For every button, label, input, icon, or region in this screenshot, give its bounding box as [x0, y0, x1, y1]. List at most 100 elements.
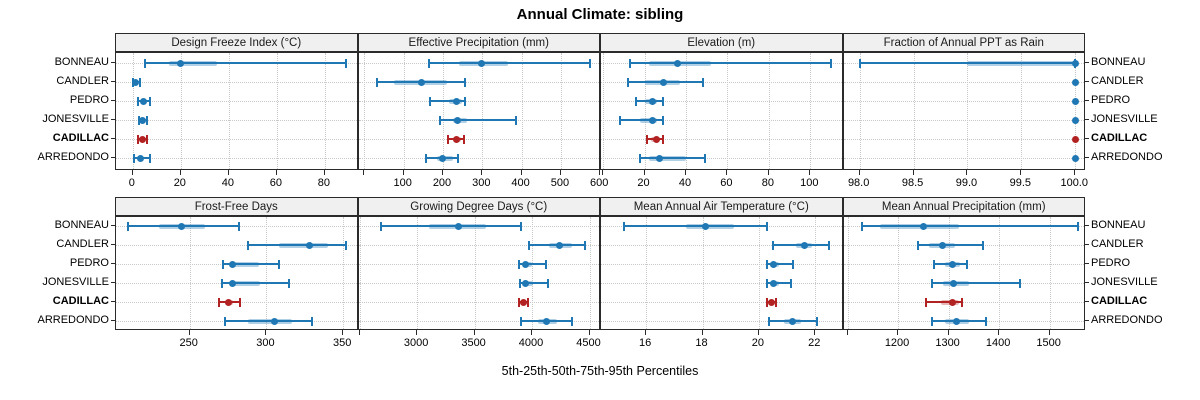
row-tick — [111, 263, 115, 264]
gridline-horizontal — [116, 82, 357, 83]
whisker-cap-95th — [588, 58, 591, 68]
percentile-whisker-5-95 — [519, 263, 546, 265]
axis-tick-label: 80 — [761, 177, 774, 189]
percentile-whisker-5-95 — [932, 282, 1021, 284]
site-label-cadillac: CADILLAC — [52, 295, 109, 307]
gridline-horizontal — [358, 321, 600, 322]
axis-tick — [275, 170, 277, 175]
strip-title: Fraction of Annual PPT as Rain — [883, 36, 1044, 49]
median-dot-jonesville — [950, 279, 958, 287]
axis-tick-label: 1200 — [884, 337, 910, 349]
whisker-cap-5th — [438, 115, 441, 125]
gridline-vertical — [815, 217, 817, 329]
gridline-vertical — [443, 53, 444, 169]
panel-effective-precipitation-mm — [357, 52, 600, 170]
strip-title: Elevation (m) — [687, 36, 756, 49]
whisker-cap-95th — [985, 316, 988, 326]
axis-tick — [442, 170, 443, 175]
median-dot-bonneau — [177, 59, 185, 67]
whisker-cap-5th — [772, 240, 774, 250]
row-tick — [111, 282, 115, 283]
whisker-cap-5th — [518, 278, 521, 288]
whisker-cap-5th — [143, 58, 146, 68]
strip-fraction-of-annual-ppt-as-rain: Fraction of Annual PPT as Rain — [842, 33, 1085, 52]
percentile-whisker-5-95 — [430, 100, 465, 102]
gridline-horizontal — [116, 101, 357, 102]
median-dot-jonesville — [769, 279, 777, 287]
median-dot-arredondo — [270, 317, 278, 325]
whisker-cap-5th — [223, 316, 226, 326]
gridline-horizontal — [116, 245, 357, 246]
gridline-vertical — [132, 53, 134, 169]
median-dot-cadillac — [519, 298, 527, 306]
gridline-vertical — [324, 53, 326, 169]
row-tick — [1085, 119, 1089, 120]
gridline-vertical — [482, 53, 484, 169]
row-tick — [111, 81, 115, 82]
gridline-horizontal — [601, 245, 842, 246]
site-label-cadillac: CADILLAC — [1091, 295, 1148, 307]
gridline-vertical — [343, 217, 345, 329]
whisker-cap-95th — [766, 221, 769, 231]
whisker-cap-95th — [815, 316, 818, 326]
whisker-cap-5th — [917, 240, 920, 250]
axis-tick-label: 250 — [179, 337, 198, 349]
whisker-cap-5th — [136, 96, 139, 106]
axis-tick — [1020, 170, 1022, 175]
site-label-pedro: PEDRO — [1091, 94, 1131, 106]
strip-title: Design Freeze Index (°C) — [171, 36, 302, 49]
gridline-horizontal — [116, 158, 357, 159]
median-dot-candler — [659, 78, 667, 86]
gridline-vertical — [646, 217, 648, 329]
site-label-cadillac: CADILLAC — [1091, 132, 1148, 144]
whisker-cap-95th — [1019, 278, 1022, 288]
gridline-vertical — [189, 217, 191, 329]
gridline-vertical — [810, 53, 812, 169]
whisker-cap-95th — [981, 240, 984, 250]
whisker-cap-95th — [662, 134, 665, 144]
percentile-whisker-5-95 — [640, 157, 705, 159]
gridline-vertical — [364, 53, 366, 169]
gridline-horizontal — [358, 283, 600, 284]
percentile-whisker-5-95 — [918, 244, 983, 246]
row-tick — [1085, 81, 1089, 82]
whisker-cap-95th — [1076, 221, 1079, 231]
axis-tick — [947, 330, 949, 335]
axis-tick — [481, 170, 483, 175]
strip-title: Mean Annual Precipitation (mm) — [881, 200, 1046, 213]
median-dot-cadillac — [1071, 135, 1079, 143]
percentile-whisker-5-95 — [623, 225, 768, 227]
site-label-pedro: PEDRO — [1091, 257, 1131, 269]
percentile-whisker-5-95 — [767, 282, 792, 284]
whisker-cap-95th — [464, 77, 467, 87]
axis-tick — [912, 170, 914, 175]
percentile-whisker-5-95 — [519, 282, 549, 284]
whisker-cap-5th — [629, 58, 632, 68]
gridline-horizontal — [116, 120, 357, 121]
axis-tick — [1074, 170, 1076, 175]
median-dot-pedro — [1071, 97, 1079, 105]
whisker-cap-5th — [622, 221, 625, 231]
percentile-whisker-5-95 — [381, 225, 521, 227]
whisker-cap-95th — [662, 115, 665, 125]
strip-effective-precipitation-mm: Effective Precipitation (mm) — [357, 33, 600, 52]
whisker-cap-5th — [858, 58, 861, 68]
whisker-cap-5th — [428, 58, 431, 68]
axis-tick-label: 18 — [695, 337, 708, 349]
gridline-horizontal — [601, 101, 842, 102]
gridline-horizontal — [601, 158, 842, 159]
site-label-pedro: PEDRO — [69, 94, 109, 106]
whisker-cap-95th — [515, 115, 518, 125]
axis-tick-label: 60 — [720, 177, 733, 189]
whisker-cap-95th — [139, 77, 141, 87]
gridline-horizontal — [601, 120, 842, 121]
axis-tick — [531, 330, 533, 335]
whisker-cap-5th — [635, 96, 638, 106]
gridline-vertical — [359, 217, 361, 329]
whisker-cap-5th — [375, 77, 378, 87]
axis-tick — [188, 330, 190, 335]
median-dot-pedro — [649, 97, 657, 105]
site-label-arredondo: ARREDONDO — [1091, 151, 1163, 163]
gridline-vertical — [644, 53, 646, 169]
axis-tick-label: 500 — [550, 177, 570, 189]
